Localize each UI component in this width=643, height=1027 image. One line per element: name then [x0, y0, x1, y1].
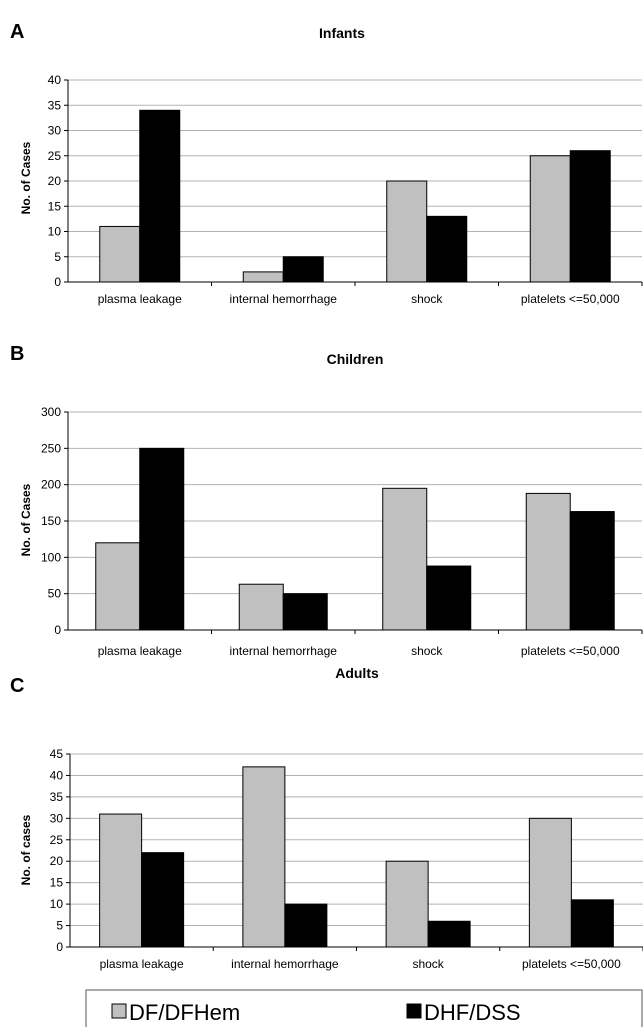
y-axis-label: No. of Cases [19, 483, 33, 556]
y-tick-label: 25 [48, 149, 62, 163]
legend-swatch [406, 1003, 422, 1019]
legend: DF/DFHem DHF/DSS [85, 989, 643, 1027]
bar-dhf-dss [282, 593, 328, 631]
y-tick-label: 10 [50, 897, 64, 911]
bar-df-dfhem [528, 817, 572, 948]
chart-title: Children [327, 351, 384, 367]
bar-dhf-dss [569, 150, 611, 283]
x-tick-label: internal hemorrhage [231, 957, 339, 971]
bar-df-dfhem [382, 487, 428, 631]
bar-df-dfhem [242, 766, 286, 948]
bar-dhf-dss [284, 903, 328, 948]
legend-box [85, 989, 643, 1027]
y-tick-label: 0 [54, 623, 61, 637]
y-tick-label: 100 [41, 550, 61, 564]
x-tick-label: plasma leakage [100, 957, 184, 971]
y-tick-label: 5 [56, 919, 63, 933]
y-tick-label: 25 [50, 833, 64, 847]
bar-dhf-dss [426, 215, 468, 283]
x-tick-label: shock [411, 292, 443, 306]
y-axis-label: No. of cases [19, 814, 33, 885]
y-tick-label: 10 [48, 225, 62, 239]
bar-df-dfhem [386, 180, 428, 283]
x-tick-label: shock [411, 644, 443, 658]
x-tick-label: platelets <=50,000 [521, 644, 620, 658]
chart-panel-c: C Adults 0 5 10 15 20 25 30 35 40 45 No. of cases pla… [10, 665, 643, 971]
x-tick-label: internal hemorrhage [230, 644, 338, 658]
bar-dhf-dss [426, 565, 472, 631]
bar-df-dfhem [99, 813, 143, 948]
chart-panel-a: A Infants 0 5 10 15 20 25 30 35 40 No. of Cases plas… [10, 21, 643, 306]
bar-df-dfhem [99, 225, 141, 283]
bar-dhf-dss [282, 256, 324, 283]
bar-dhf-dss [139, 447, 185, 631]
y-tick-label: 30 [48, 124, 62, 138]
x-tick-label: shock [412, 957, 444, 971]
y-tick-label: 20 [50, 854, 64, 868]
bar-df-dfhem [385, 860, 429, 948]
y-tick-label: 0 [56, 940, 63, 954]
x-tick-label: plasma leakage [98, 644, 182, 658]
y-tick-label: 150 [41, 514, 61, 528]
y-tick-label: 35 [50, 790, 64, 804]
bar-df-dfhem [238, 583, 284, 631]
y-axis-label: No. of Cases [19, 141, 33, 214]
bar-df-dfhem [242, 271, 284, 283]
y-tick-label: 5 [54, 250, 61, 264]
y-tick-label: 35 [48, 98, 62, 112]
y-tick-label: 30 [50, 811, 64, 825]
legend-swatch [111, 1003, 127, 1019]
y-tick-label: 20 [48, 174, 62, 188]
panel-letter: B [10, 343, 24, 365]
y-tick-label: 40 [48, 73, 62, 87]
bar-dhf-dss [427, 920, 471, 948]
y-tick-label: 50 [48, 587, 62, 601]
legend-label: DHF/DSS [424, 1000, 521, 1025]
y-tick-label: 300 [41, 405, 61, 419]
y-tick-label: 45 [50, 747, 64, 761]
y-tick-label: 15 [48, 199, 62, 213]
y-tick-label: 40 [50, 768, 64, 782]
bar-df-dfhem [525, 492, 571, 631]
panel-letter: C [10, 675, 24, 697]
bar-df-dfhem [529, 155, 571, 283]
chart-title: Infants [319, 25, 365, 41]
panel-letter: A [10, 21, 24, 43]
x-tick-label: platelets <=50,000 [521, 292, 620, 306]
legend-label: DF/DFHem [129, 1000, 240, 1025]
x-tick-label: internal hemorrhage [230, 292, 338, 306]
chart-panel-b: B Children 0 50 100 150 200 250 300 No. of Cases p… [10, 343, 643, 658]
bar-df-dfhem [95, 542, 141, 631]
bar-dhf-dss [569, 511, 615, 631]
y-tick-label: 0 [54, 275, 61, 289]
x-tick-label: plasma leakage [98, 292, 182, 306]
chart-title: Adults [335, 665, 379, 681]
y-tick-label: 15 [50, 876, 64, 890]
bar-dhf-dss [570, 899, 614, 948]
bar-dhf-dss [141, 852, 185, 948]
y-tick-label: 250 [41, 441, 61, 455]
x-tick-label: platelets <=50,000 [522, 957, 621, 971]
bar-dhf-dss [139, 109, 181, 283]
y-tick-label: 200 [41, 478, 61, 492]
